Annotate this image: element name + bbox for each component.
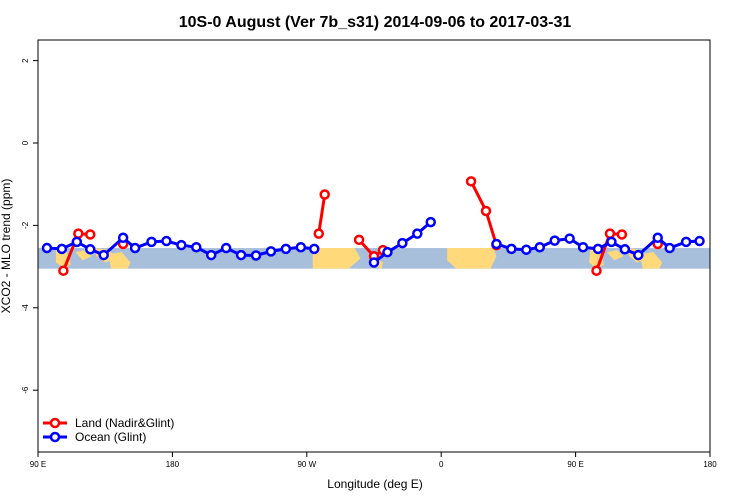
ocean-point (382, 246, 393, 258)
land-point (85, 229, 96, 240)
land-shape (324, 248, 361, 269)
ocean-point (56, 243, 68, 255)
ocean-point (98, 249, 109, 261)
legend-ocean-marker (49, 431, 61, 443)
ocean-point (220, 242, 232, 254)
ocean-point (397, 237, 408, 249)
x-tick-label: 90 E (30, 460, 46, 469)
y-axis-ticks: 2 0 -2 -4 -6 (21, 58, 38, 394)
ocean-point (549, 235, 560, 246)
ocean-point (250, 250, 262, 261)
series-layer (41, 176, 705, 276)
x-tick-label: 90 E (567, 460, 583, 469)
land-point (353, 234, 365, 246)
ocean-point (652, 232, 663, 244)
y-tick-label: 0 (21, 140, 30, 145)
land-point (604, 228, 616, 239)
ocean-point (606, 236, 617, 248)
ocean-point (146, 236, 157, 248)
land-point (480, 205, 492, 217)
x-tick-label: 90 W (297, 460, 316, 469)
y-tick-label: 2 (21, 58, 30, 63)
ocean-point (564, 233, 575, 244)
land-point (319, 189, 330, 200)
land-shape (606, 250, 624, 261)
ocean-point (117, 232, 129, 244)
land-series-line (317, 194, 327, 234)
ocean-point (41, 242, 53, 254)
chart-title: 10S-0 August (Ver 7b_s31) 2014-09-06 to … (179, 14, 572, 31)
x-axis-ticks: 90 E 180 90 W 0 90 E 180 (30, 452, 717, 469)
land-shape (447, 248, 497, 269)
legend-land-label: Land (Nadir&Glint) (75, 416, 174, 430)
ocean-point (85, 244, 96, 255)
ocean-point (633, 249, 644, 261)
ocean-point (425, 216, 436, 228)
ocean-point (205, 249, 217, 261)
ocean-point (129, 242, 141, 254)
ocean-point (694, 235, 705, 247)
land-point (73, 228, 84, 239)
x-axis-label: Longitude (deg E) (327, 477, 422, 491)
land-point (465, 176, 477, 187)
ocean-point (680, 236, 692, 248)
y-tick-label: -4 (21, 304, 30, 312)
land-shape (639, 252, 663, 269)
y-tick-label: -2 (21, 221, 30, 229)
land-point (591, 265, 602, 276)
ocean-point (619, 244, 631, 255)
y-axis-label: XCO2 - MLO trend (ppm) (0, 179, 13, 314)
x-tick-label: 0 (439, 460, 444, 469)
legend: Land (Nadir&Glint) Ocean (Glint) (43, 416, 174, 444)
ocean-point (71, 236, 83, 248)
ocean-point (176, 239, 187, 251)
x-tick-label: 180 (166, 460, 180, 469)
ocean-point (280, 243, 292, 255)
y-tick-label: -6 (21, 386, 30, 394)
ocean-point (191, 241, 202, 253)
ocean-point (534, 241, 546, 253)
land-point (58, 265, 69, 276)
land-point (616, 229, 628, 240)
ocean-point (521, 244, 532, 255)
plot-frame (37, 39, 711, 453)
ocean-point (664, 242, 675, 254)
ocean-point (295, 241, 307, 253)
land-point (313, 228, 324, 239)
ocean-point (309, 243, 320, 255)
land-shape (108, 252, 131, 269)
legend-ocean-label: Ocean (Glint) (75, 430, 146, 444)
ocean-point (577, 241, 589, 253)
ocean-point (368, 257, 380, 268)
ocean-point (506, 243, 517, 255)
ocean-point (412, 228, 423, 239)
ocean-point (265, 246, 277, 257)
legend-land-marker (49, 417, 61, 429)
ocean-point (592, 243, 604, 255)
ocean-point (235, 249, 247, 261)
ocean-point (491, 238, 502, 250)
x-tick-label: 180 (703, 460, 717, 469)
ocean-point (161, 235, 172, 247)
